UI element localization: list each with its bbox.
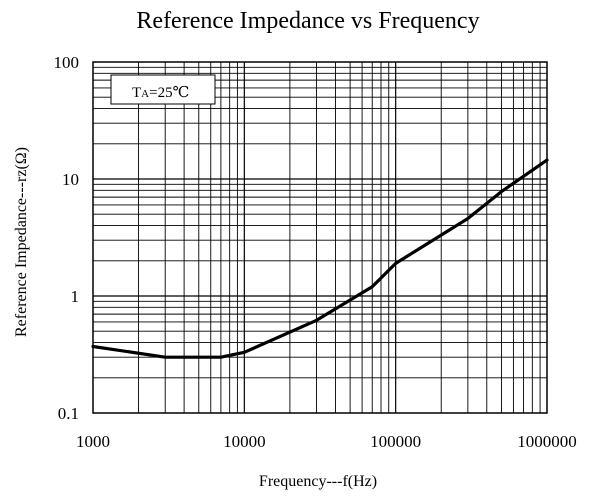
annotation-prefix: T (132, 85, 141, 101)
plot-area-frame (92, 61, 548, 414)
y-tick-label: 0.1 (58, 404, 79, 423)
y-tick-labels: 100 10 1 0.1 (54, 53, 80, 423)
chart-title: Reference Impedance vs Frequency (136, 8, 479, 34)
annotation-suffix: =25℃ (149, 85, 189, 101)
temperature-annotation: TA=25℃ (110, 74, 216, 105)
y-tick-label: 10 (62, 170, 79, 189)
y-tick-label: 1 (71, 287, 80, 306)
major-gridlines (93, 62, 547, 413)
x-tick-label: 10000 (223, 432, 266, 451)
y-axis-label: Reference Impedance---rz(Ω) (13, 147, 30, 337)
x-tick-label: 1000 (76, 432, 110, 451)
x-tick-label: 100000 (370, 432, 421, 451)
y-tick-label: 100 (54, 53, 80, 72)
minor-gridlines (93, 62, 547, 413)
x-tick-label: 1000000 (517, 432, 577, 451)
x-tick-labels: 1000 10000 100000 1000000 (76, 432, 577, 451)
annotation-label: TA=25℃ (132, 85, 189, 101)
annotation-subscript: A (141, 88, 149, 100)
x-axis-label: Frequency---f(Hz) (259, 473, 377, 490)
annotation-box (110, 74, 216, 105)
impedance-series-line (91, 158, 549, 359)
